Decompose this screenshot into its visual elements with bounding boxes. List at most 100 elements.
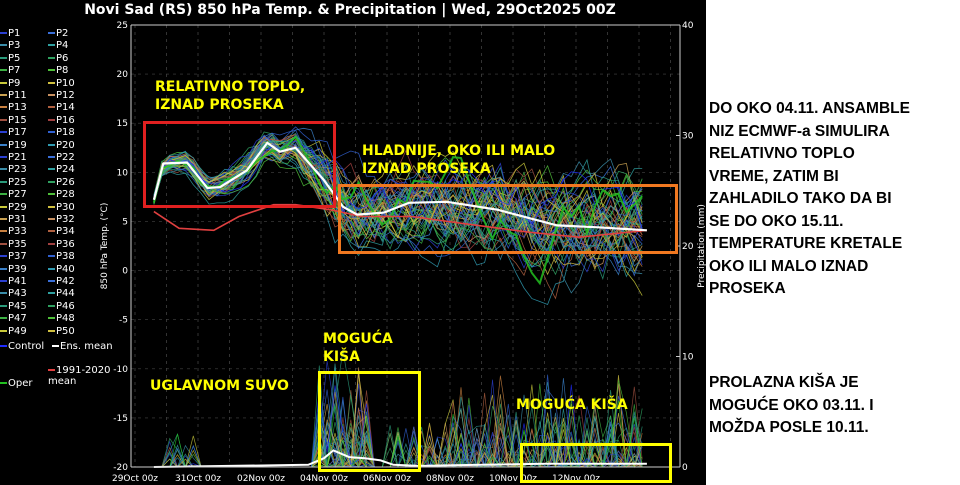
legend-item-p14: P14 bbox=[48, 102, 75, 113]
legend-label: Ens. mean bbox=[60, 341, 113, 352]
legend-item-p35: P35 bbox=[0, 239, 27, 250]
x-tick-label: 08Nov 00z bbox=[426, 474, 474, 484]
y2-axis-label: Precipitation (mm) bbox=[697, 204, 707, 288]
legend-swatch bbox=[48, 329, 55, 332]
legend-label: P34 bbox=[56, 226, 75, 238]
legend-item-p22: P22 bbox=[48, 152, 75, 163]
legend-label: P41 bbox=[8, 276, 27, 287]
legend-item-p21: P21 bbox=[0, 152, 27, 163]
legend-label: P36 bbox=[56, 238, 75, 250]
legend-item-p26: P26 bbox=[48, 177, 75, 188]
legend-label: Oper bbox=[8, 378, 33, 389]
legend-label: P15 bbox=[8, 114, 27, 126]
y-tick-label: 25 bbox=[117, 21, 128, 31]
legend-label: P31 bbox=[8, 214, 27, 225]
legend-item-p17: P17 bbox=[0, 127, 27, 138]
annotation-cool: HLADNIJE, OKO ILI MALO IZNAD PROSEKA bbox=[362, 143, 556, 177]
legend-item-p3: P3 bbox=[0, 40, 20, 51]
y-tick-label: -15 bbox=[113, 414, 128, 424]
y-tick-label: 15 bbox=[117, 119, 128, 129]
legend-swatch bbox=[48, 280, 55, 282]
legend-label: P43 bbox=[8, 288, 27, 300]
legend-swatch bbox=[48, 168, 55, 171]
legend-item-p7: P7 bbox=[0, 65, 20, 76]
legend-label: P14 bbox=[56, 102, 75, 114]
legend-swatch bbox=[0, 218, 7, 220]
legend-label: P33 bbox=[8, 226, 27, 238]
legend-label: P11 bbox=[8, 90, 27, 101]
legend-item-p37: P37 bbox=[0, 251, 27, 262]
legend-swatch bbox=[0, 156, 7, 158]
legend-item-p15: P15 bbox=[0, 115, 27, 126]
legend-swatch bbox=[48, 56, 55, 59]
legend-swatch bbox=[48, 255, 55, 258]
x-tick-label: 02Nov 00z bbox=[237, 474, 285, 484]
legend-swatch bbox=[48, 44, 55, 47]
legend-swatch bbox=[48, 32, 55, 34]
legend-item-p19: P19 bbox=[0, 140, 27, 151]
legend-item-p42: P42 bbox=[48, 276, 75, 287]
legend-label: P44 bbox=[56, 288, 75, 300]
legend-label: P48 bbox=[56, 313, 75, 325]
temp-member-line bbox=[153, 135, 643, 273]
legend-swatch bbox=[48, 180, 55, 183]
legend-item-p47: P47 bbox=[0, 313, 27, 324]
legend-item-p49: P49 bbox=[0, 326, 27, 337]
legend-swatch bbox=[52, 345, 59, 347]
temp-members bbox=[152, 126, 647, 306]
legend-label: P4 bbox=[56, 40, 69, 52]
legend-label: P21 bbox=[8, 152, 27, 163]
legend-label: P1 bbox=[8, 28, 21, 39]
legend-swatch bbox=[48, 242, 55, 245]
legend-label: P24 bbox=[56, 164, 75, 176]
legend-swatch bbox=[0, 280, 7, 282]
legend-swatch bbox=[0, 94, 7, 96]
commentary-panel: DO OKO 04.11. ANSAMBLE NIZ ECMWF-a SIMUL… bbox=[706, 0, 960, 485]
legend-label: P45 bbox=[8, 300, 27, 312]
legend-item-p46: P46 bbox=[48, 301, 75, 312]
legend-swatch bbox=[0, 292, 7, 295]
legend-item-p10: P10 bbox=[48, 78, 75, 89]
x-tick-label: 29Oct 00z bbox=[112, 474, 158, 484]
legend-swatch bbox=[48, 94, 55, 96]
legend-swatch bbox=[0, 44, 7, 47]
legend-label: P30 bbox=[56, 201, 75, 213]
y-axis-label: 850 hPa Temp. (°C) bbox=[100, 203, 110, 290]
legend-item-p33: P33 bbox=[0, 226, 27, 237]
legend-item-p23: P23 bbox=[0, 164, 27, 175]
legend-swatch bbox=[48, 218, 55, 220]
x-tick-label: 06Nov 00z bbox=[363, 474, 411, 484]
legend-swatch bbox=[48, 118, 55, 121]
legend-item-oper: Oper bbox=[0, 378, 32, 389]
y-tick-label: -5 bbox=[119, 316, 128, 326]
legend-label: P46 bbox=[56, 300, 75, 312]
legend-item-p36: P36 bbox=[48, 239, 75, 250]
legend-swatch bbox=[48, 69, 55, 72]
temp-member-line bbox=[153, 156, 643, 242]
y-tick-label: 10 bbox=[117, 168, 129, 178]
commentary-temperature: DO OKO 04.11. ANSAMBLE NIZ ECMWF-a SIMUL… bbox=[709, 100, 910, 297]
legend-item-p28: P28 bbox=[48, 189, 75, 200]
legend-label: Control bbox=[8, 341, 45, 352]
legend-label: P50 bbox=[56, 325, 75, 337]
legend-item-p39: P39 bbox=[0, 264, 27, 275]
legend-item-p40: P40 bbox=[48, 264, 75, 275]
legend-swatch bbox=[48, 193, 55, 196]
legend-item-p50: P50 bbox=[48, 326, 75, 337]
annotation-rain-2: MOGUĆA KIŠA bbox=[516, 397, 628, 413]
legend-item-p24: P24 bbox=[48, 164, 75, 175]
legend-label: P6 bbox=[56, 52, 69, 64]
legend-swatch bbox=[0, 304, 7, 307]
legend-label: P39 bbox=[8, 263, 27, 275]
warm-period-box bbox=[143, 121, 336, 208]
legend-item-p25: P25 bbox=[0, 177, 27, 188]
legend-swatch bbox=[48, 131, 55, 134]
legend-label: P32 bbox=[56, 214, 75, 225]
legend-swatch bbox=[0, 205, 7, 208]
legend-item-p30: P30 bbox=[48, 202, 75, 213]
legend-label: P2 bbox=[56, 28, 69, 39]
legend-label: P26 bbox=[56, 176, 75, 188]
legend-label: P22 bbox=[56, 152, 75, 163]
ens-mean-line bbox=[152, 141, 647, 232]
rain-box-2 bbox=[520, 443, 672, 483]
